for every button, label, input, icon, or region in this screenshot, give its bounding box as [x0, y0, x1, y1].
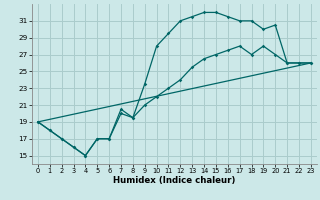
X-axis label: Humidex (Indice chaleur): Humidex (Indice chaleur) [113, 176, 236, 185]
